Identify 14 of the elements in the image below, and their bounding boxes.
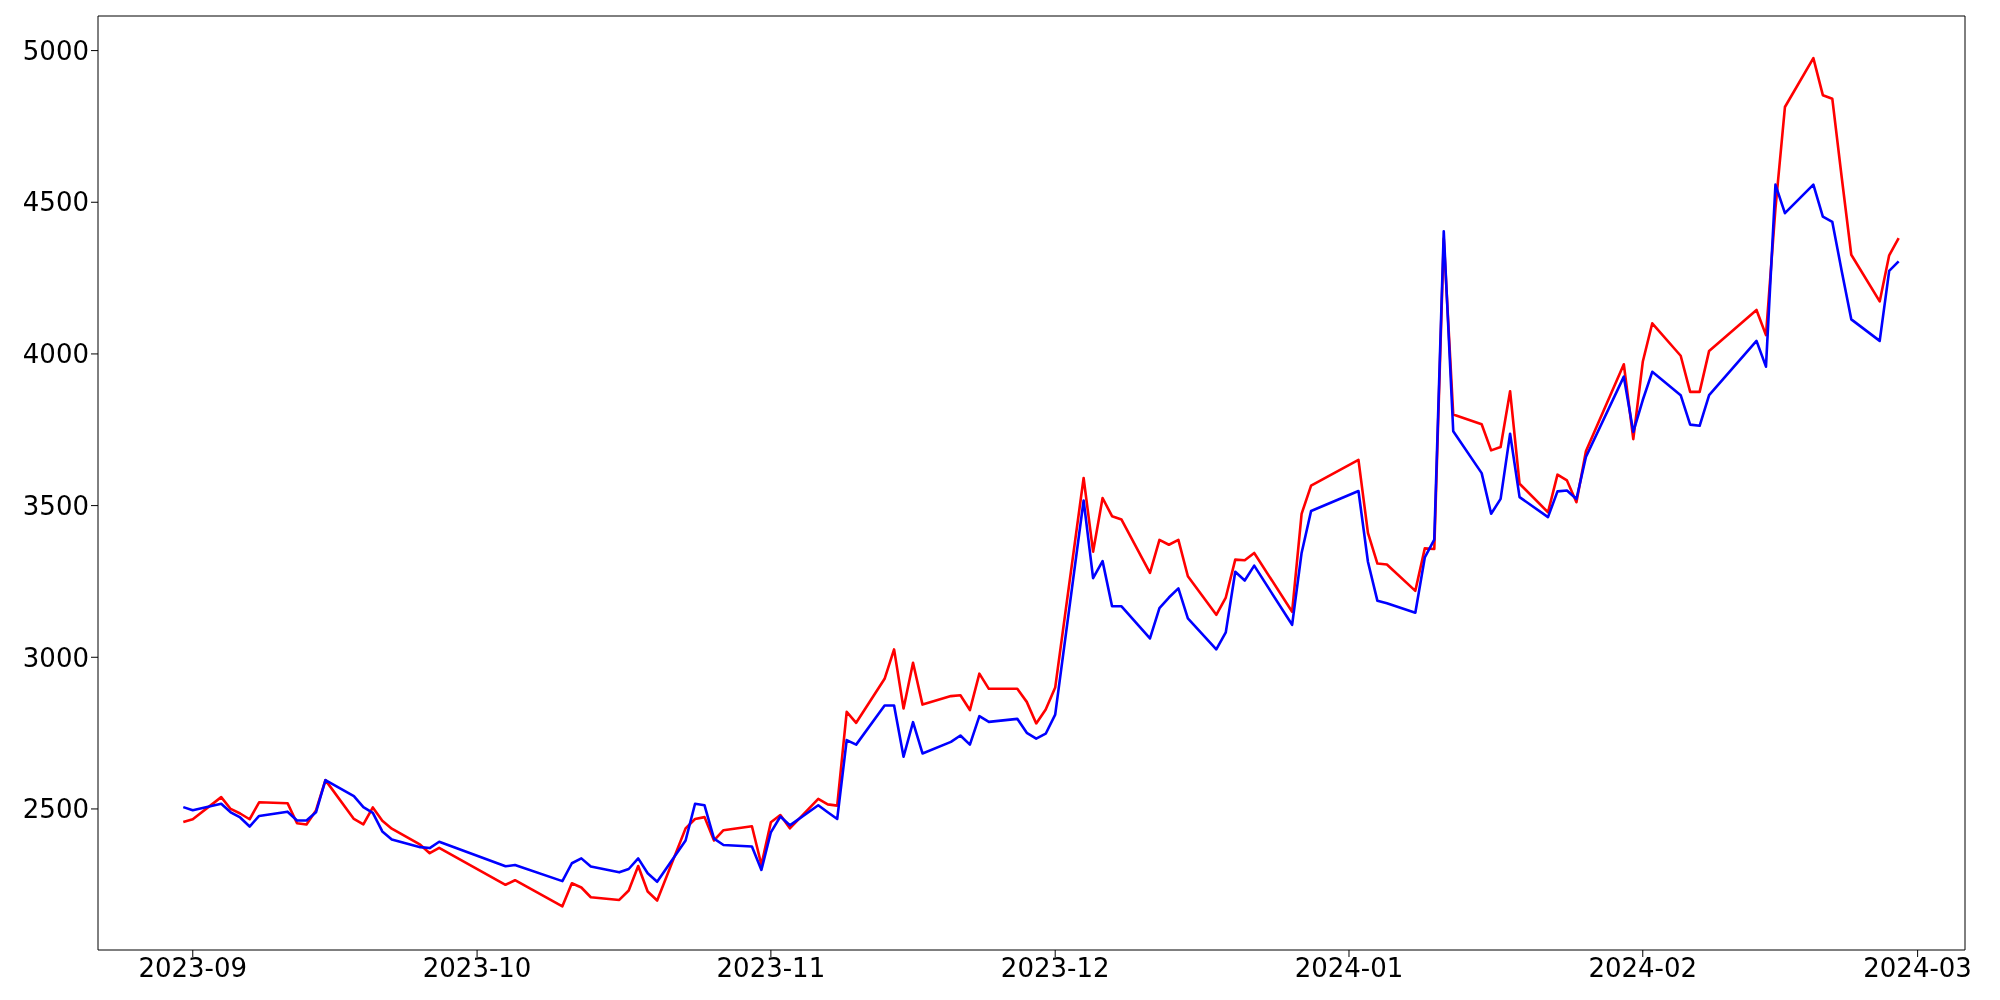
x-tick-label: 2024-02 (1588, 953, 1698, 984)
x-tick-label: 2023-11 (716, 953, 826, 984)
line-series (181, 183, 1900, 884)
x-tick-label: 2024-03 (1863, 953, 1972, 984)
y-tick-label: 3000 (22, 642, 89, 673)
x-tick-label: 2023-09 (138, 953, 248, 984)
y-tick-label: 2500 (22, 794, 89, 825)
y-tick-label: 3500 (22, 490, 89, 521)
x-tick-label: 2024-01 (1294, 953, 1404, 984)
y-tick-label: 5000 (22, 35, 89, 66)
y-tick-label: 4000 (22, 339, 89, 370)
x-tick-label: 2023-12 (1000, 953, 1110, 984)
x-tick-label: 2023-10 (422, 953, 532, 984)
y-tick-label: 4500 (22, 187, 89, 218)
